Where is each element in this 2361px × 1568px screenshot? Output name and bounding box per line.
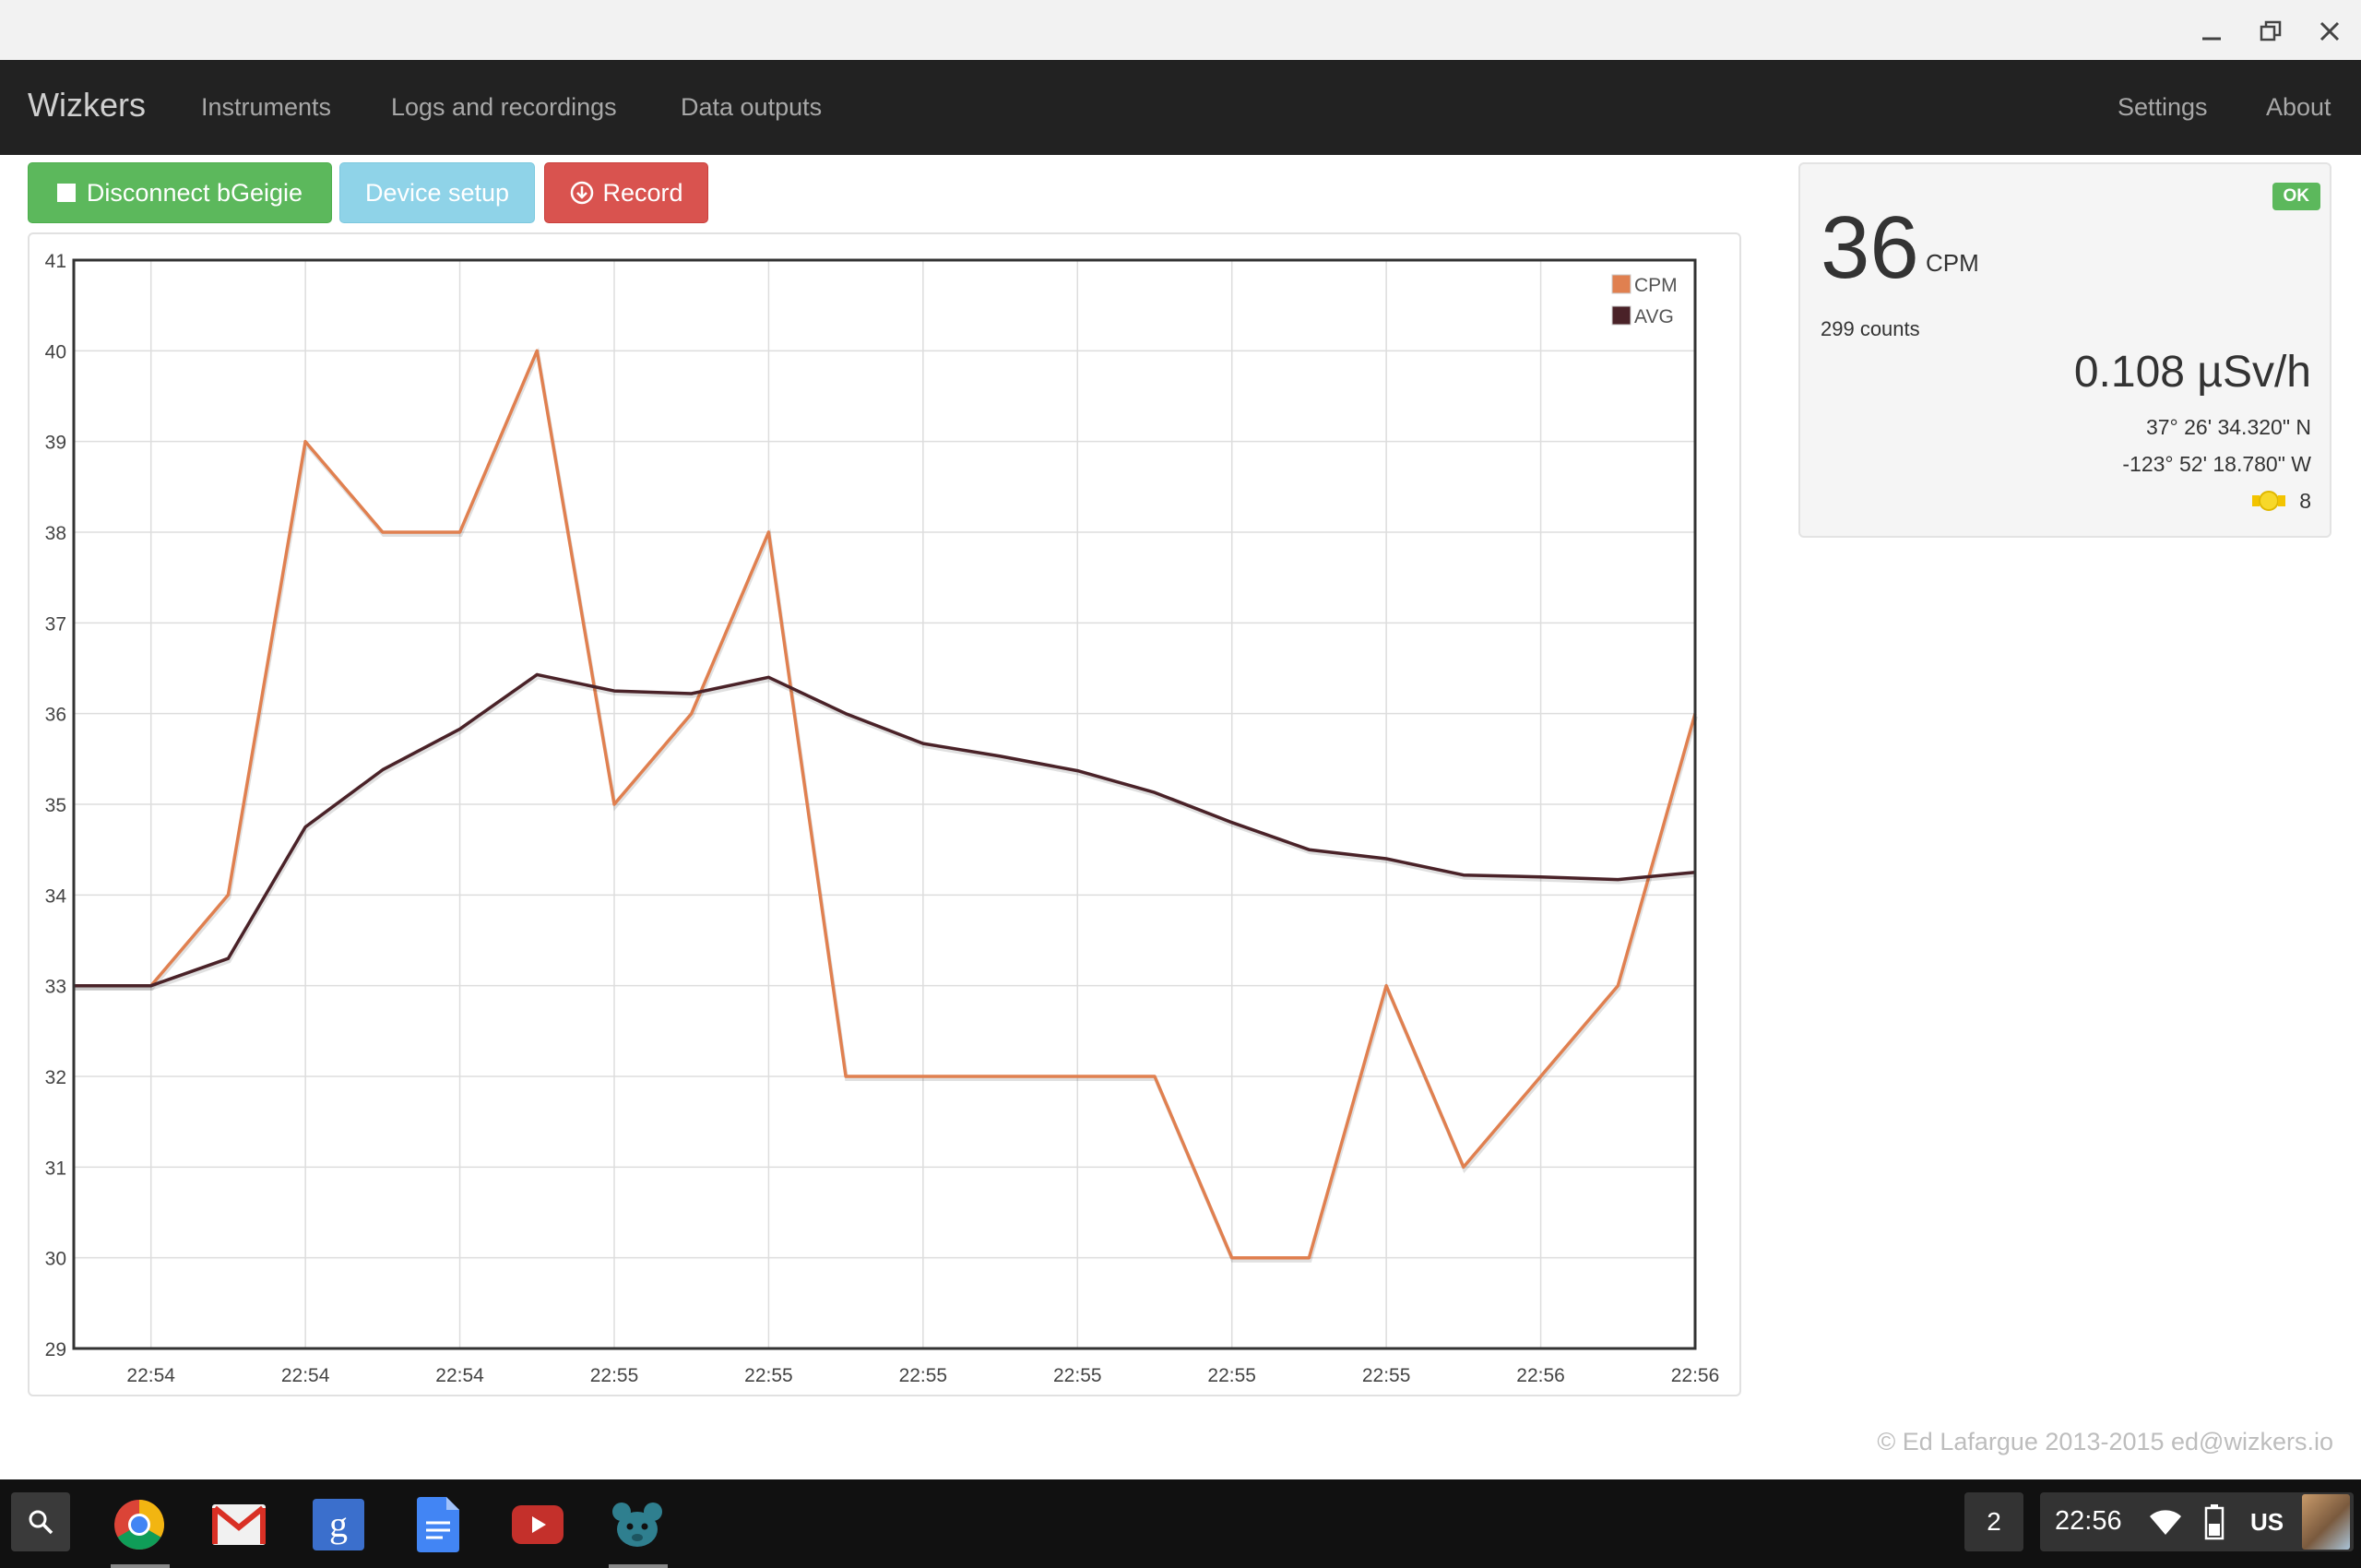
plot-border <box>72 258 1697 1350</box>
restore-icon[interactable] <box>2252 13 2289 50</box>
legend-label-avg: AVG <box>1634 306 1674 327</box>
google-search-app[interactable]: g <box>310 1496 367 1553</box>
google-search-icon: g <box>313 1499 364 1550</box>
chrome-app[interactable] <box>111 1496 168 1553</box>
legend-swatch-avg <box>1611 305 1631 326</box>
wizkers-app[interactable] <box>609 1496 666 1553</box>
minimize-icon[interactable] <box>2193 13 2230 50</box>
status-panel: OK 36 CPM 299 counts 0.108 µSv/h 37° 26'… <box>1798 162 2331 538</box>
docs-app[interactable] <box>409 1496 467 1553</box>
y-tick-label: 29 <box>45 1339 66 1360</box>
cpm-chart: 29 30 31 32 33 34 35 36 37 38 39 40 41 22:54 22:54 22:5… <box>45 251 1720 1386</box>
record-button[interactable]: Record <box>544 162 708 223</box>
x-tick-label: 22:55 <box>744 1365 793 1386</box>
keyboard-layout: US <box>2250 1508 2284 1536</box>
cpm-reading: 36 <box>1821 198 1919 297</box>
x-tick-label: 22:56 <box>1516 1365 1565 1386</box>
longitude: -123° 52' 18.780" W <box>2122 452 2311 476</box>
close-icon[interactable] <box>2311 13 2348 50</box>
launcher-search-button[interactable] <box>11 1492 70 1551</box>
footer-copyright: © Ed Lafargue 2013-2015 ed@wizkers.io <box>1877 1428 2333 1455</box>
youtube-icon <box>512 1505 564 1544</box>
docs-icon <box>417 1497 459 1552</box>
x-tick-label: 22:56 <box>1671 1365 1720 1386</box>
system-tray[interactable]: 22:56 US <box>2040 1492 2354 1551</box>
x-tick-label: 22:54 <box>435 1365 484 1386</box>
device-setup-button[interactable]: Device setup <box>339 162 535 223</box>
svg-text:g: g <box>329 1503 348 1545</box>
user-avatar[interactable] <box>2302 1494 2350 1550</box>
x-tick-label: 22:55 <box>1053 1365 1102 1386</box>
y-tick-label: 41 <box>45 251 66 272</box>
satellite-count: 8 <box>2251 487 2311 515</box>
x-tick-label: 22:55 <box>590 1365 639 1386</box>
chart-panel: 29 30 31 32 33 34 35 36 37 38 39 40 41 22:54 22:54 22:5… <box>28 232 1741 1396</box>
y-tick-label: 40 <box>45 341 66 362</box>
brand-logo[interactable]: Wizkers <box>28 86 146 124</box>
satellite-icon <box>2252 491 2286 511</box>
cpm-unit: CPM <box>1926 249 1979 277</box>
nav-data-outputs[interactable]: Data outputs <box>681 93 823 121</box>
y-tick-label: 37 <box>45 613 66 635</box>
status-badge: OK <box>2272 183 2320 210</box>
y-tick-label: 35 <box>45 795 66 816</box>
count-total: 299 counts <box>1821 317 1920 340</box>
dose-rate: 0.108 µSv/h <box>2073 348 2311 397</box>
window-titlebar <box>0 0 2361 60</box>
y-tick-label: 31 <box>45 1158 66 1179</box>
y-tick-label: 36 <box>45 705 66 726</box>
x-tick-label: 22:55 <box>1207 1365 1256 1386</box>
series-line-cpm <box>74 349 1697 1260</box>
chrome-icon <box>114 1500 165 1550</box>
nav-logs-and-recordings[interactable]: Logs and recordings <box>391 93 617 121</box>
nav-about[interactable]: About <box>2266 93 2331 121</box>
series-line-avg <box>74 672 1696 988</box>
device-setup-label: Device setup <box>364 178 510 207</box>
x-tick-label: 22:55 <box>1362 1365 1411 1386</box>
y-tick-label: 32 <box>45 1067 66 1088</box>
x-tick-label: 22:54 <box>126 1365 175 1386</box>
stop-icon <box>56 184 76 202</box>
y-tick-label: 33 <box>45 977 66 998</box>
disconnect-label: Disconnect bGeigie <box>86 178 303 207</box>
chrome-active-indicator <box>111 1564 170 1568</box>
wizkers-icon <box>612 1503 662 1547</box>
search-icon <box>29 1510 53 1535</box>
series-line-shadow-avg <box>75 675 1697 991</box>
virtual-desk-indicator[interactable]: 2 <box>1964 1492 2023 1551</box>
x-tick-label: 22:54 <box>281 1365 330 1386</box>
wifi-icon <box>2150 1510 2181 1535</box>
gmail-icon <box>212 1504 266 1545</box>
series-line-shadow-cpm <box>75 347 1698 1263</box>
record-label: Record <box>602 178 683 207</box>
satellite-count-value: 8 <box>2299 488 2311 513</box>
disconnect-button[interactable]: Disconnect bGeigie <box>28 162 332 223</box>
y-tick-label: 39 <box>45 433 66 454</box>
y-tick-label: 34 <box>45 885 67 907</box>
battery-icon <box>2204 1504 2225 1540</box>
y-tick-label: 30 <box>45 1249 66 1270</box>
gmail-app[interactable] <box>210 1496 267 1553</box>
download-circle-icon <box>571 181 594 205</box>
nav-settings[interactable]: Settings <box>2118 93 2208 121</box>
youtube-app[interactable] <box>509 1496 566 1553</box>
y-tick-label: 38 <box>45 523 66 544</box>
x-tick-label: 22:55 <box>899 1365 948 1386</box>
legend-swatch-cpm <box>1611 274 1631 294</box>
navbar: Wizkers Instruments Logs and recordings … <box>0 60 2361 155</box>
clock: 22:56 <box>2055 1506 2122 1536</box>
latitude: 37° 26' 34.320" N <box>2145 415 2311 439</box>
taskbar: g 2 22:56 <box>0 1479 2361 1568</box>
wizkers-active-indicator <box>609 1564 668 1568</box>
legend-label-cpm: CPM <box>1634 275 1678 296</box>
nav-instruments[interactable]: Instruments <box>201 93 332 121</box>
